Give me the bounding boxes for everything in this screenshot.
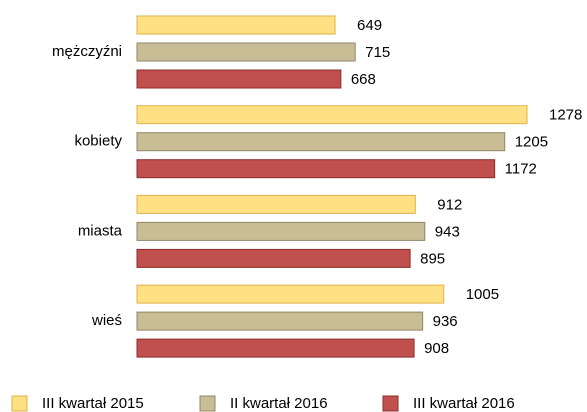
bar [136,159,496,179]
bar [136,15,336,35]
category-label: kobiety [74,133,122,150]
value-label: 1172 [505,161,537,178]
bar [136,132,506,152]
bar [136,248,411,268]
value-label: 1005 [466,286,499,303]
value-label: 912 [437,196,462,213]
legend-label: II kwartał 2016 [230,395,328,412]
value-label: 943 [435,223,460,240]
value-label: 1278 [549,107,582,124]
value-label: 908 [424,340,449,357]
bar [136,221,426,241]
legend-swatch [382,395,399,412]
bar [136,69,342,89]
bar [136,42,356,62]
value-label: 936 [433,313,458,330]
bar [136,105,528,125]
legend-swatch [11,395,28,412]
value-label: 649 [357,17,382,34]
value-label: 895 [420,250,445,267]
bar [136,338,415,358]
value-label: 715 [365,44,390,61]
bar [136,194,416,214]
value-label: 668 [351,71,376,88]
category-label: wieś [91,312,122,329]
bar [136,284,445,304]
legend-label: III kwartał 2016 [413,395,515,412]
value-label: 1205 [515,134,548,151]
category-label: miasta [78,222,123,239]
legend-label: III kwartał 2015 [42,395,144,412]
legend-swatch [199,395,216,412]
category-label: mężczyźni [52,43,122,60]
bar [136,311,424,331]
